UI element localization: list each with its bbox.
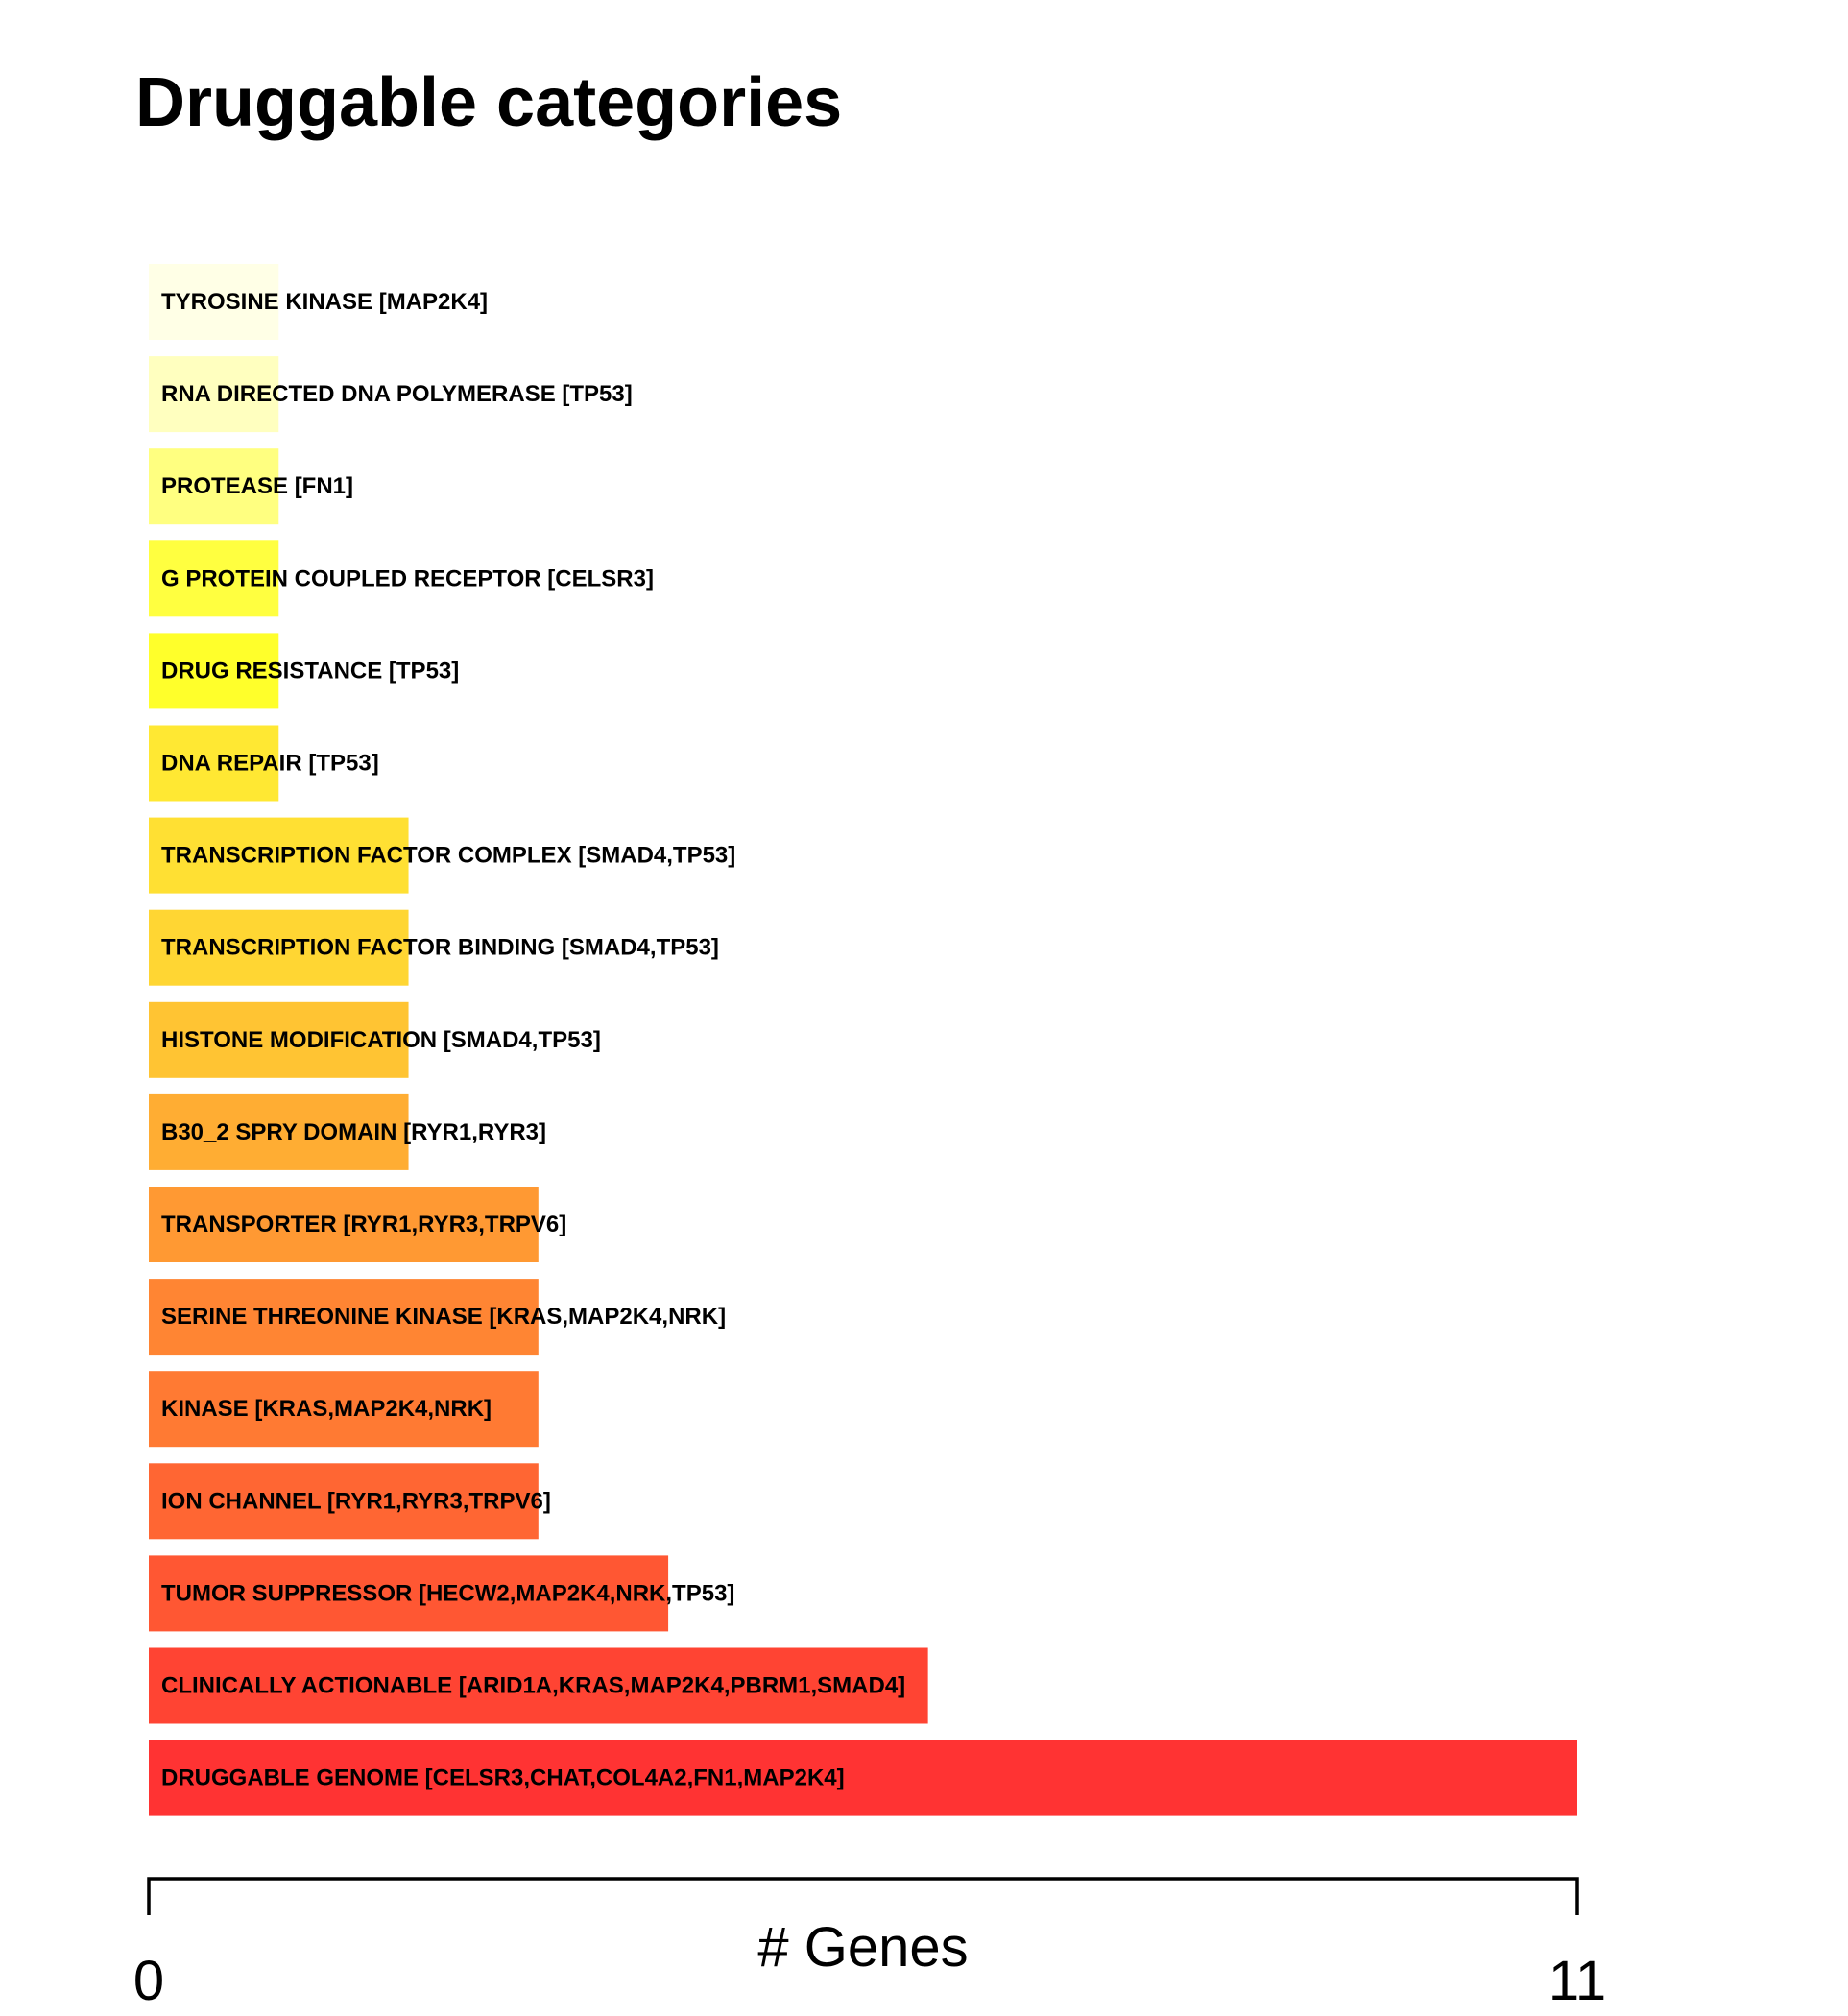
bar-label: TRANSCRIPTION FACTOR BINDING [SMAD4,TP53… [161, 935, 719, 961]
bar-label: KINASE [KRAS,MAP2K4,NRK] [161, 1396, 492, 1422]
bar [149, 1093, 409, 1170]
bar [149, 1647, 928, 1724]
bar-label: HISTONE MODIFICATION [SMAD4,TP53] [161, 1027, 601, 1053]
bar [149, 725, 279, 802]
bar-label: DRUG RESISTANCE [TP53] [161, 658, 459, 684]
bar [149, 817, 409, 894]
x-axis-line [147, 1877, 1579, 1915]
bar-label: DRUGGABLE GENOME [CELSR3,CHAT,COL4A2,FN1… [161, 1765, 845, 1791]
x-tick-label-max: 11 [1548, 1950, 1606, 2012]
bar [149, 264, 279, 340]
bar-label: ION CHANNEL [RYR1,RYR3,TRPV6] [161, 1488, 551, 1514]
bar [149, 356, 279, 433]
bar-label: TYROSINE KINASE [MAP2K4] [161, 289, 488, 315]
bar-label: TUMOR SUPPRESSOR [HECW2,MAP2K4,NRK,TP53] [161, 1580, 734, 1606]
bar-label: B30_2 SPRY DOMAIN [RYR1,RYR3] [161, 1119, 546, 1145]
bar [149, 1001, 409, 1078]
bar [149, 1740, 1577, 1816]
bar-label: PROTEASE [FN1] [161, 473, 353, 499]
bar [149, 448, 279, 525]
bar-label: TRANSCRIPTION FACTOR COMPLEX [SMAD4,TP53… [161, 843, 735, 869]
bar-label: G PROTEIN COUPLED RECEPTOR [CELSR3] [161, 565, 654, 591]
x-tick-label-min: 0 [133, 1950, 164, 2012]
bar [149, 1279, 539, 1356]
bar-label: TRANSPORTER [RYR1,RYR3,TRPV6] [161, 1212, 566, 1237]
bar-label: DNA REPAIR [TP53] [161, 751, 379, 777]
bar-label: CLINICALLY ACTIONABLE [ARID1A,KRAS,MAP2K… [161, 1673, 905, 1699]
bars-group: TYROSINE KINASE [MAP2K4] RNA DIRECTED DNA… [149, 264, 1577, 1816]
bar-label: RNA DIRECTED DNA POLYMERASE [TP53] [161, 381, 633, 407]
chart-title: Druggable categories [135, 64, 842, 141]
bar [149, 1187, 539, 1262]
bar [149, 1463, 539, 1540]
bar [149, 909, 409, 986]
bar [149, 1371, 539, 1448]
x-axis-title: # Genes [757, 1916, 968, 1979]
bar [149, 633, 279, 709]
bar [149, 1555, 669, 1632]
x-axis: 0 11 # Genes [133, 1877, 1606, 2012]
bar-label: SERINE THREONINE KINASE [KRAS,MAP2K4,NRK… [161, 1304, 726, 1330]
bar [149, 540, 279, 617]
